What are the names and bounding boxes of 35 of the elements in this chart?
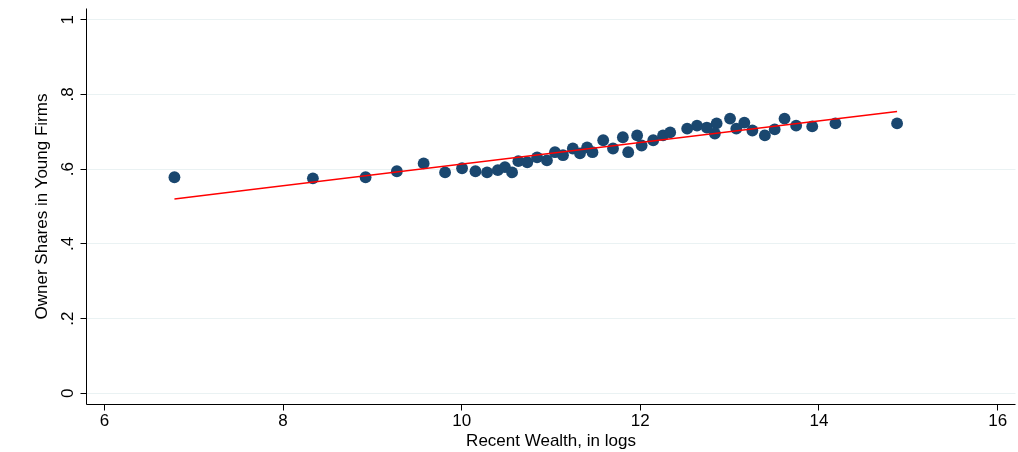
y-tick-label: .8 xyxy=(57,87,77,102)
x-axis-title: Recent Wealth, in logs xyxy=(466,430,636,450)
x-tick-label: 14 xyxy=(809,410,829,430)
point xyxy=(681,122,694,135)
y-tick-label: .4 xyxy=(57,236,77,251)
point xyxy=(469,165,482,178)
x-tick-label: 16 xyxy=(988,410,1008,430)
point xyxy=(691,119,703,132)
point xyxy=(758,129,771,142)
point xyxy=(738,116,751,129)
point xyxy=(597,134,610,147)
point xyxy=(631,129,644,142)
point xyxy=(168,171,181,184)
x-tick-label: 10 xyxy=(452,410,472,430)
x-tick-label: 8 xyxy=(278,410,288,430)
point xyxy=(541,154,553,167)
y-axis-title: Owner Shares in Young Firms xyxy=(31,93,51,320)
point xyxy=(417,157,430,170)
point xyxy=(439,166,452,179)
y-tick-label: 0 xyxy=(57,388,77,399)
point xyxy=(891,117,903,130)
point xyxy=(481,166,493,179)
x-tick-label: 6 xyxy=(99,410,110,430)
point xyxy=(664,126,677,139)
point xyxy=(622,146,635,159)
point xyxy=(506,166,519,179)
point xyxy=(616,131,629,144)
x-tick-label: 12 xyxy=(630,410,650,430)
point xyxy=(778,112,791,125)
y-tick-label: .2 xyxy=(57,311,77,326)
point xyxy=(710,117,723,130)
y-tick-label: 1 xyxy=(57,14,77,25)
point xyxy=(521,156,534,169)
y-tick-label: .6 xyxy=(57,162,77,177)
point xyxy=(724,112,736,125)
